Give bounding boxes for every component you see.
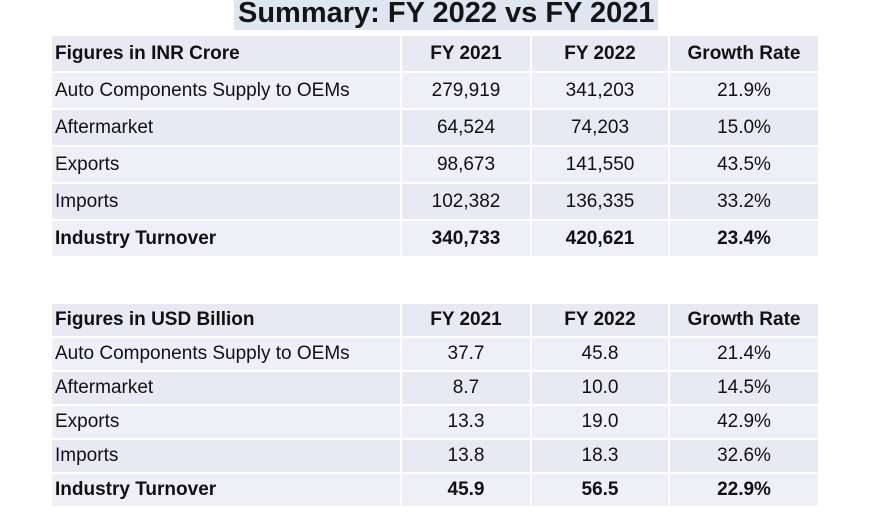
row-label: Imports [50, 438, 402, 474]
row-label: Figures in INR Crore [50, 34, 402, 73]
table-cell: 13.3 [400, 404, 532, 440]
table-row: Auto Components Supply to OEMs 37.7 45.8 21… [50, 336, 820, 372]
row-label: Aftermarket [50, 108, 402, 147]
usd-billion-table: Figures in USD Billion FY 2021 FY 2022 Grow… [50, 302, 820, 508]
table-row: Auto Components Supply to OEMs 279,919 341… [50, 71, 820, 110]
table-cell: 141,550 [530, 145, 670, 184]
table-cell: 420,621 [530, 219, 670, 258]
table-row: Aftermarket 8.7 10.0 14.5% [50, 370, 820, 406]
table-cell: 8.7 [400, 370, 532, 406]
table-cell: 23.4% [668, 219, 820, 258]
table-cell: 341,203 [530, 71, 670, 110]
page-title: Summary: FY 2022 vs FY 2021 [234, 0, 659, 30]
row-label: Exports [50, 404, 402, 440]
table-header-row: Figures in INR Crore FY 2021 FY 2022 Growth… [50, 34, 820, 73]
table-cell: 43.5% [668, 145, 820, 184]
table-cell: 21.9% [668, 71, 820, 110]
table-row: Exports 13.3 19.0 42.9% [50, 404, 820, 440]
table-cell: Growth Rate [668, 302, 820, 338]
table-cell: 340,733 [400, 219, 532, 258]
table-cell: 279,919 [400, 71, 532, 110]
row-label: Aftermarket [50, 370, 402, 406]
table-cell: 45.8 [530, 336, 670, 372]
row-label: Figures in USD Billion [50, 302, 402, 338]
table-cell: 136,335 [530, 182, 670, 221]
table-cell: 14.5% [668, 370, 820, 406]
table-cell: 56.5 [530, 472, 670, 508]
table-cell: FY 2022 [530, 34, 670, 73]
table-cell: 45.9 [400, 472, 532, 508]
table-header-row: Figures in USD Billion FY 2021 FY 2022 Grow… [50, 302, 820, 338]
table-cell: FY 2021 [400, 34, 532, 73]
row-label: Exports [50, 145, 402, 184]
table-row: Imports 13.8 18.3 32.6% [50, 438, 820, 474]
row-label: Auto Components Supply to OEMs [50, 71, 402, 110]
table-cell: 33.2% [668, 182, 820, 221]
table-cell: 21.4% [668, 336, 820, 372]
inr-crore-table: Figures in INR Crore FY 2021 FY 2022 Growth… [50, 34, 820, 258]
table-row: Aftermarket 64,524 74,203 15.0% [50, 108, 820, 147]
table-cell: 15.0% [668, 108, 820, 147]
table-cell: 19.0 [530, 404, 670, 440]
table-cell: 102,382 [400, 182, 532, 221]
table-cell: 98,673 [400, 145, 532, 184]
row-label: Imports [50, 182, 402, 221]
table-row: Industry Turnover 45.9 56.5 22.9% [50, 472, 820, 508]
table-cell: 22.9% [668, 472, 820, 508]
table-cell: 37.7 [400, 336, 532, 372]
table-cell: 18.3 [530, 438, 670, 474]
table-cell: FY 2022 [530, 302, 670, 338]
table-row: Imports 102,382 136,335 33.2% [50, 182, 820, 221]
table-row: Industry Turnover 340,733 420,621 23.4% [50, 219, 820, 258]
table-row: Exports 98,673 141,550 43.5% [50, 145, 820, 184]
table-cell: 13.8 [400, 438, 532, 474]
row-label: Industry Turnover [50, 472, 402, 508]
table-cell: 42.9% [668, 404, 820, 440]
table-cell: FY 2021 [400, 302, 532, 338]
table-cell: 74,203 [530, 108, 670, 147]
table-cell: 10.0 [530, 370, 670, 406]
row-label: Industry Turnover [50, 219, 402, 258]
table-cell: Growth Rate [668, 34, 820, 73]
row-label: Auto Components Supply to OEMs [50, 336, 402, 372]
table-cell: 64,524 [400, 108, 532, 147]
table-cell: 32.6% [668, 438, 820, 474]
